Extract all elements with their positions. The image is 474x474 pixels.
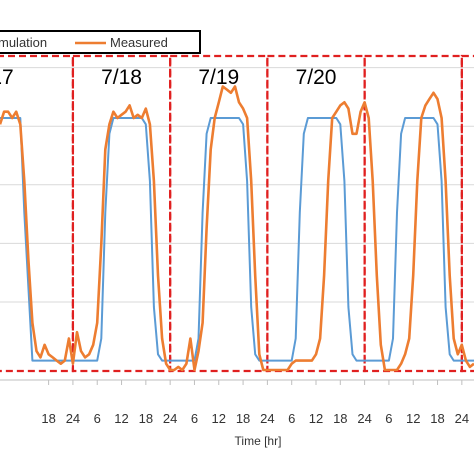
day-box — [363, 54, 463, 373]
x-tick-label: 12 — [114, 411, 128, 426]
x-tick-label: 6 — [288, 411, 295, 426]
day-label: 17 — [0, 66, 14, 89]
x-tick-label: 24 — [260, 411, 274, 426]
x-axis-title: Time [hr] — [235, 434, 282, 448]
legend: mulation Measured — [0, 30, 201, 54]
series-line-simulation — [0, 117, 474, 362]
gridlines — [0, 67, 474, 303]
day-label: 7/19 — [198, 66, 239, 89]
series-line-measured — [0, 85, 474, 372]
legend-label-measured: Measured — [110, 35, 168, 50]
x-tick-label: 24 — [66, 411, 80, 426]
x-tick-label: 6 — [385, 411, 392, 426]
legend-label-simulation: mulation — [0, 35, 47, 50]
x-tick-label: 12 — [406, 411, 420, 426]
x-tick-label: 6 — [191, 411, 198, 426]
x-tick-label: 24 — [455, 411, 469, 426]
day-boxes — [0, 54, 474, 373]
x-tick-label: 18 — [430, 411, 444, 426]
x-tick-label: 24 — [357, 411, 371, 426]
x-tick-label: 18 — [139, 411, 153, 426]
day-box — [0, 54, 75, 373]
x-tick-label: 18 — [236, 411, 250, 426]
x-tick-label: 12 — [212, 411, 226, 426]
x-tick-label: 24 — [163, 411, 177, 426]
x-tick-label: 6 — [94, 411, 101, 426]
day-label: 7/20 — [296, 66, 337, 89]
day-labels: 17 7/18 7/19 7/20 — [0, 66, 336, 89]
series-lines — [0, 85, 474, 372]
day-label: 7/18 — [101, 66, 142, 89]
x-tick-label: 12 — [309, 411, 323, 426]
day-box — [460, 54, 474, 373]
x-tick-label: 18 — [41, 411, 55, 426]
x-tick-label: 18 — [333, 411, 347, 426]
x-axis: 18 24 6 12 18 24 6 12 18 24 6 12 18 24 6 12 18 24 — [0, 379, 474, 426]
